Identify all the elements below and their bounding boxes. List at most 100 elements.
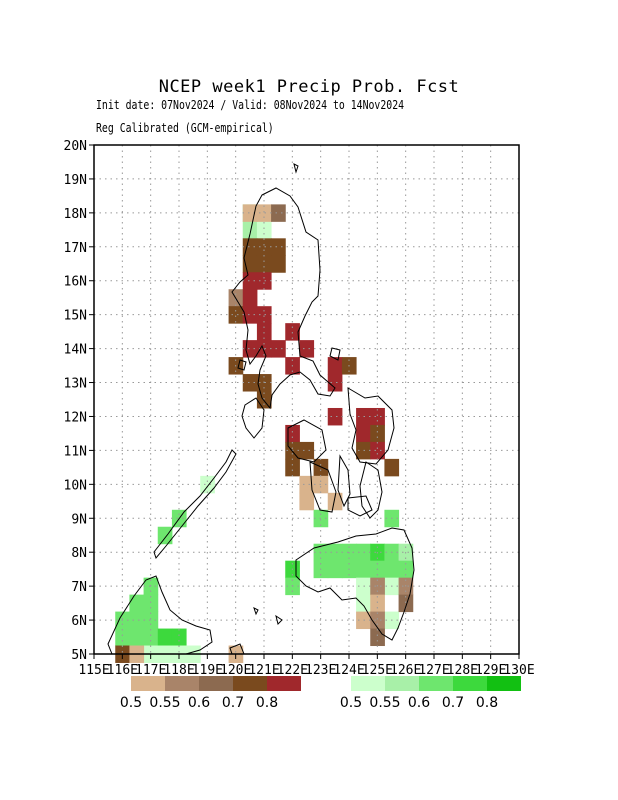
dry-legend-swatch (131, 676, 165, 691)
coastline-samar (347, 387, 395, 465)
dry-prob-cell (370, 628, 385, 647)
dry-legend-swatch (199, 676, 233, 691)
coastline-palawan (153, 449, 237, 560)
wet-prob-cell (115, 628, 130, 647)
dry-prob-cell (256, 272, 272, 290)
dry-legend-label: 0.5 (120, 695, 142, 711)
lat-label: 11N (64, 444, 87, 459)
wet-prob-cell (384, 560, 400, 579)
wet-prob-cell (129, 611, 145, 630)
wet-prob-cell (143, 594, 159, 613)
dry-prob-cell (356, 424, 371, 443)
coastline-island-3 (275, 614, 283, 625)
coastline-batanes (293, 163, 299, 174)
dry-legend-swatch (267, 676, 301, 691)
lon-label: 120E (220, 663, 251, 678)
lon-label: 129E (475, 663, 506, 678)
wet-prob-cell (157, 628, 173, 647)
dry-prob-cell (256, 255, 272, 273)
subtitle-method: Reg Calibrated (GCM-empirical) (96, 121, 274, 135)
dry-legend-label: 0.7 (222, 695, 244, 711)
dry-prob-cell (370, 594, 385, 613)
dry-prob-cell (384, 458, 400, 477)
wet-prob-cell (327, 560, 343, 579)
lon-label: 124E (333, 663, 364, 678)
wet-prob-cell (356, 594, 371, 613)
lat-label: 10N (64, 478, 87, 493)
longitude-labels: 115E116E117E118E119E120E121E122E123E124E… (78, 654, 535, 678)
dry-prob-cell (242, 238, 258, 256)
lat-label: 8N (71, 546, 87, 561)
dry-prob-cell (256, 204, 272, 222)
lon-label: 116E (107, 663, 138, 678)
wet-legend-label: 0.8 (476, 695, 498, 711)
wet-prob-cell (327, 543, 343, 562)
dry-prob-cell (327, 357, 343, 375)
lat-label: 20N (64, 139, 87, 154)
dry-prob-cell (285, 458, 300, 477)
map-frame (93, 144, 520, 655)
dry-prob-cell (285, 323, 300, 341)
legend-dry: 0.5 0.55 0.6 0.7 0.8 (120, 676, 301, 711)
lon-label: 121E (248, 663, 279, 678)
coastline-mindanao (295, 527, 415, 641)
lat-label: 18N (64, 207, 87, 222)
coastline-island-2 (329, 347, 341, 361)
dry-prob-cell (299, 492, 315, 511)
dry-prob-cell (256, 238, 272, 256)
coastline-mindoro (241, 397, 265, 439)
lat-label: 13N (64, 377, 87, 392)
wet-prob-cell (171, 628, 187, 647)
wet-legend-swatch (351, 676, 385, 691)
wet-prob-cell (242, 221, 258, 239)
wet-prob-cell (129, 628, 145, 647)
lat-label: 16N (64, 275, 87, 290)
dry-legend-swatch (233, 676, 267, 691)
wet-prob-cell (256, 221, 272, 239)
dry-prob-cell (256, 323, 272, 341)
dry-prob-cell (242, 306, 258, 324)
coastline-island-1 (237, 359, 247, 371)
lon-label: 119E (192, 663, 223, 678)
dry-prob-cell (228, 306, 244, 324)
lat-label: 5N (71, 648, 87, 663)
lat-label: 6N (71, 614, 87, 629)
lon-label: 125E (362, 663, 393, 678)
dry-prob-cell (327, 374, 343, 392)
dry-prob-cell (356, 407, 371, 426)
wet-legend-swatch (453, 676, 487, 691)
coastline-bohol (347, 495, 373, 517)
coastline-luzon (231, 187, 336, 410)
lat-label: 14N (64, 343, 87, 358)
dry-prob-cell (242, 289, 258, 307)
dry-prob-cell (356, 611, 371, 630)
wet-prob-cell (143, 628, 159, 647)
dry-prob-cell (313, 458, 329, 477)
wet-prob-cell (356, 577, 371, 596)
dry-prob-cell (242, 374, 258, 392)
wet-prob-cell (356, 560, 371, 579)
dry-prob-cell (242, 340, 258, 358)
dry-prob-cell (271, 204, 286, 222)
dry-legend-label: 0.6 (188, 695, 210, 711)
coastlines (107, 163, 415, 655)
dry-prob-cell (242, 272, 258, 290)
dry-prob-cell (370, 407, 385, 426)
dry-prob-cell (271, 340, 286, 358)
dry-prob-cell (299, 340, 315, 358)
wet-legend-label: 0.7 (442, 695, 464, 711)
wet-legend-label: 0.55 (369, 695, 400, 711)
dry-legend-swatch (165, 676, 199, 691)
coastline-panay (287, 419, 327, 463)
dry-prob-cell (398, 594, 414, 613)
coastline-negros (309, 461, 337, 513)
wet-legend-swatch (385, 676, 419, 691)
dry-legend-label: 0.55 (149, 695, 180, 711)
lon-label: 130E (503, 663, 534, 678)
coastline-island-5 (253, 607, 259, 616)
dry-prob-cell (256, 306, 272, 324)
dry-prob-cell (271, 255, 286, 273)
gridlines (94, 145, 519, 654)
lon-label: 128E (447, 663, 478, 678)
